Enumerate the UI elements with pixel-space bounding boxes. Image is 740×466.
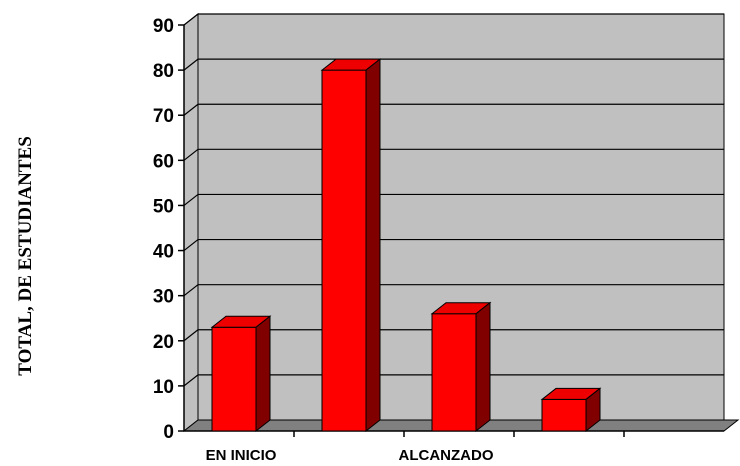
bar-front — [211, 326, 257, 432]
bar-front — [431, 313, 477, 432]
gridline — [183, 103, 724, 116]
bars — [210, 58, 602, 433]
y-tick-label: 0 — [163, 422, 174, 443]
y-tick-label: 60 — [153, 151, 174, 172]
gridline — [183, 13, 724, 26]
y-axis-label: TOTAL, DE ESTUDIANTES — [15, 136, 36, 376]
y-tick-label: 40 — [153, 242, 174, 263]
gridline — [183, 329, 724, 342]
bar-front — [321, 69, 367, 432]
gridline — [183, 58, 724, 71]
y-tick-label: 50 — [153, 196, 174, 217]
bar — [430, 301, 492, 433]
y-tick-label: 30 — [153, 287, 174, 308]
gridline — [183, 374, 724, 387]
gridlines — [183, 13, 724, 387]
x-category-label: ALCANZADO — [399, 447, 494, 464]
bar — [540, 387, 602, 433]
y-tick-label: 90 — [153, 16, 174, 37]
bar — [210, 315, 272, 433]
gridline — [183, 238, 724, 252]
y-tick-label: 80 — [153, 61, 174, 82]
bar-side — [365, 58, 381, 433]
y-tick-label: 20 — [153, 332, 174, 353]
bar-front — [541, 398, 587, 432]
y-tick-label: 70 — [153, 106, 174, 127]
x-category-label: EN INICIO — [206, 447, 277, 464]
bar-side — [475, 301, 491, 433]
y-tick-labels: 0 10 20 30 40 50 60 70 80 90 — [153, 16, 174, 443]
gridline — [183, 193, 724, 206]
x-category-labels: EN INICIO ALCANZADO — [206, 447, 494, 464]
side-wall — [183, 12, 199, 433]
gridline — [183, 284, 724, 297]
bar-side — [585, 387, 601, 433]
gridline — [183, 148, 724, 161]
y-tick-label: 10 — [153, 377, 174, 398]
bar-side — [255, 315, 271, 433]
bar — [320, 58, 382, 433]
